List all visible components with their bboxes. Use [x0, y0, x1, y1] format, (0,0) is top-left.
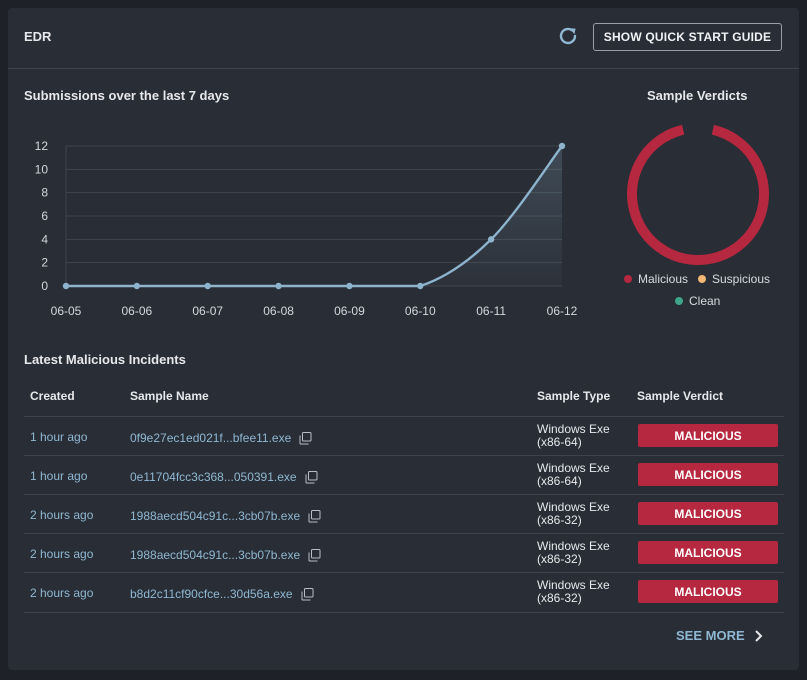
- x-tick-label: 06-09: [334, 304, 365, 318]
- created-cell: 2 hours ago: [30, 586, 94, 600]
- table-row[interactable]: 2 hours ago 1988aecd504c91c...3cb07b.exe…: [24, 533, 784, 573]
- submissions-chart: 12 10 8 6 4 2 006-05 06-06 06-07 06-08 06-09 06-10 0…: [35, 139, 578, 318]
- sample-type-cell: Windows Exe (x86-32): [537, 540, 610, 566]
- y-tick-label: 2: [41, 256, 48, 270]
- sample-type-arch: (x86-64): [537, 435, 582, 449]
- submissions-chart-title: Submissions over the last 7 days: [24, 88, 230, 103]
- verdict-badge: MALICIOUS: [638, 424, 778, 447]
- copy-icon[interactable]: [301, 587, 314, 601]
- sample-name-cell[interactable]: 0e11704fcc3c368...050391.exe: [130, 470, 318, 484]
- y-tick-label: 12: [35, 139, 49, 153]
- x-tick-label: 06-05: [51, 304, 82, 318]
- legend-item-clean: Clean: [675, 294, 720, 308]
- legend-label: Clean: [689, 294, 721, 308]
- verdict-badge: MALICIOUS: [638, 580, 778, 603]
- data-point: [204, 282, 211, 290]
- verdicts-donut-chart: [627, 124, 769, 265]
- edr-card: EDR SHOW QUICK START GUIDE Submissions o…: [8, 8, 799, 670]
- sample-name-text[interactable]: 1988aecd504c91c...3cb07b.exe: [130, 548, 301, 562]
- data-point: [133, 282, 141, 290]
- sample-type-cell: Windows Exe (x86-64): [537, 423, 610, 449]
- data-point: [558, 142, 566, 150]
- column-header-sample-name[interactable]: Sample Name: [130, 389, 209, 403]
- sample-name-text[interactable]: 0e11704fcc3c368...050391.exe: [130, 470, 297, 484]
- sample-type-cell: Windows Exe (x86-32): [537, 579, 610, 605]
- sample-type-arch: (x86-32): [537, 591, 582, 605]
- data-point: [62, 282, 70, 290]
- verdict-badge: MALICIOUS: [638, 463, 778, 486]
- x-tick-label: 06-10: [405, 304, 436, 318]
- legend-item-malicious: Malicious: [624, 272, 688, 286]
- sample-type-arch: (x86-32): [537, 552, 582, 566]
- incidents-title: Latest Malicious Incidents: [24, 352, 186, 367]
- column-header-created[interactable]: Created: [30, 389, 75, 403]
- created-cell: 2 hours ago: [30, 508, 94, 522]
- copy-icon[interactable]: [305, 470, 318, 484]
- card-title: EDR: [24, 29, 52, 44]
- donut-slice-malicious: [627, 124, 769, 265]
- sample-type-cell: Windows Exe (x86-64): [537, 462, 610, 488]
- table-row[interactable]: 1 hour ago 0f9e27ec1ed021f...bfee11.exe …: [24, 416, 784, 456]
- data-point: [487, 236, 495, 243]
- sample-name-cell[interactable]: 1988aecd504c91c...3cb07b.exe: [130, 548, 321, 562]
- sample-type-os: Windows Exe: [537, 500, 610, 514]
- clean-legend-dot: [675, 297, 683, 305]
- refresh-icon[interactable]: [556, 24, 580, 48]
- sample-name-text[interactable]: 1988aecd504c91c...3cb07b.exe: [130, 509, 301, 523]
- verdicts-chart-title: Sample Verdicts: [647, 88, 748, 103]
- x-tick-label: 06-12: [547, 304, 578, 318]
- quick-start-guide-button[interactable]: SHOW QUICK START GUIDE: [593, 23, 782, 51]
- sample-type-arch: (x86-64): [537, 474, 582, 488]
- y-tick-label: 10: [35, 162, 49, 176]
- sample-name-cell[interactable]: 1988aecd504c91c...3cb07b.exe: [130, 509, 321, 523]
- sample-name-text[interactable]: 0f9e27ec1ed021f...bfee11.exe: [130, 431, 292, 445]
- sample-type-cell: Windows Exe (x86-32): [537, 501, 610, 527]
- sample-name-text[interactable]: b8d2c11cf90cfce...30d56a.exe: [130, 587, 293, 601]
- column-header-sample-type[interactable]: Sample Type: [537, 389, 611, 403]
- series-area: [66, 146, 562, 286]
- x-tick-label: 06-11: [476, 304, 506, 318]
- x-tick-label: 06-07: [192, 304, 223, 318]
- see-more-link[interactable]: SEE MORE: [676, 628, 765, 643]
- sample-type-os: Windows Exe: [537, 422, 610, 436]
- x-tick-label: 06-06: [122, 304, 153, 318]
- y-tick-label: 0: [41, 279, 48, 293]
- table-row[interactable]: 1 hour ago 0e11704fcc3c368...050391.exe …: [24, 455, 784, 495]
- column-header-sample-verdict[interactable]: Sample Verdict: [637, 389, 724, 403]
- malicious-legend-dot: [624, 275, 632, 283]
- verdict-badge: MALICIOUS: [638, 541, 778, 564]
- card-header: EDR SHOW QUICK START GUIDE: [8, 8, 799, 69]
- chevron-right-icon: [754, 629, 763, 642]
- y-tick-label: 8: [41, 186, 48, 200]
- sample-name-cell[interactable]: 0f9e27ec1ed021f...bfee11.exe: [130, 431, 312, 445]
- x-tick-label: 06-08: [263, 304, 294, 318]
- see-more-label[interactable]: SEE MORE: [676, 628, 745, 643]
- table-row[interactable]: 2 hours ago b8d2c11cf90cfce...30d56a.exe…: [24, 572, 784, 613]
- sample-name-cell[interactable]: b8d2c11cf90cfce...30d56a.exe: [130, 587, 314, 601]
- created-cell: 2 hours ago: [30, 547, 94, 561]
- legend-item-suspicious: Suspicious: [698, 272, 770, 286]
- sample-type-os: Windows Exe: [537, 539, 610, 553]
- copy-icon[interactable]: [308, 548, 321, 562]
- data-point: [275, 282, 282, 290]
- data-point: [346, 282, 353, 290]
- created-cell: 1 hour ago: [30, 430, 88, 444]
- sample-type-arch: (x86-32): [537, 513, 582, 527]
- suspicious-legend-dot: [698, 275, 706, 283]
- sample-type-os: Windows Exe: [537, 461, 610, 475]
- created-cell: 1 hour ago: [30, 469, 88, 483]
- sample-type-os: Windows Exe: [537, 578, 610, 592]
- table-row[interactable]: 2 hours ago 1988aecd504c91c...3cb07b.exe…: [24, 494, 784, 534]
- legend-label: Suspicious: [712, 272, 771, 286]
- copy-icon[interactable]: [308, 509, 321, 523]
- y-tick-label: 4: [41, 232, 48, 246]
- legend-label: Malicious: [638, 272, 689, 286]
- verdict-badge: MALICIOUS: [638, 502, 778, 525]
- y-tick-label: 6: [41, 209, 48, 223]
- copy-icon[interactable]: [299, 431, 312, 445]
- data-point: [417, 282, 424, 290]
